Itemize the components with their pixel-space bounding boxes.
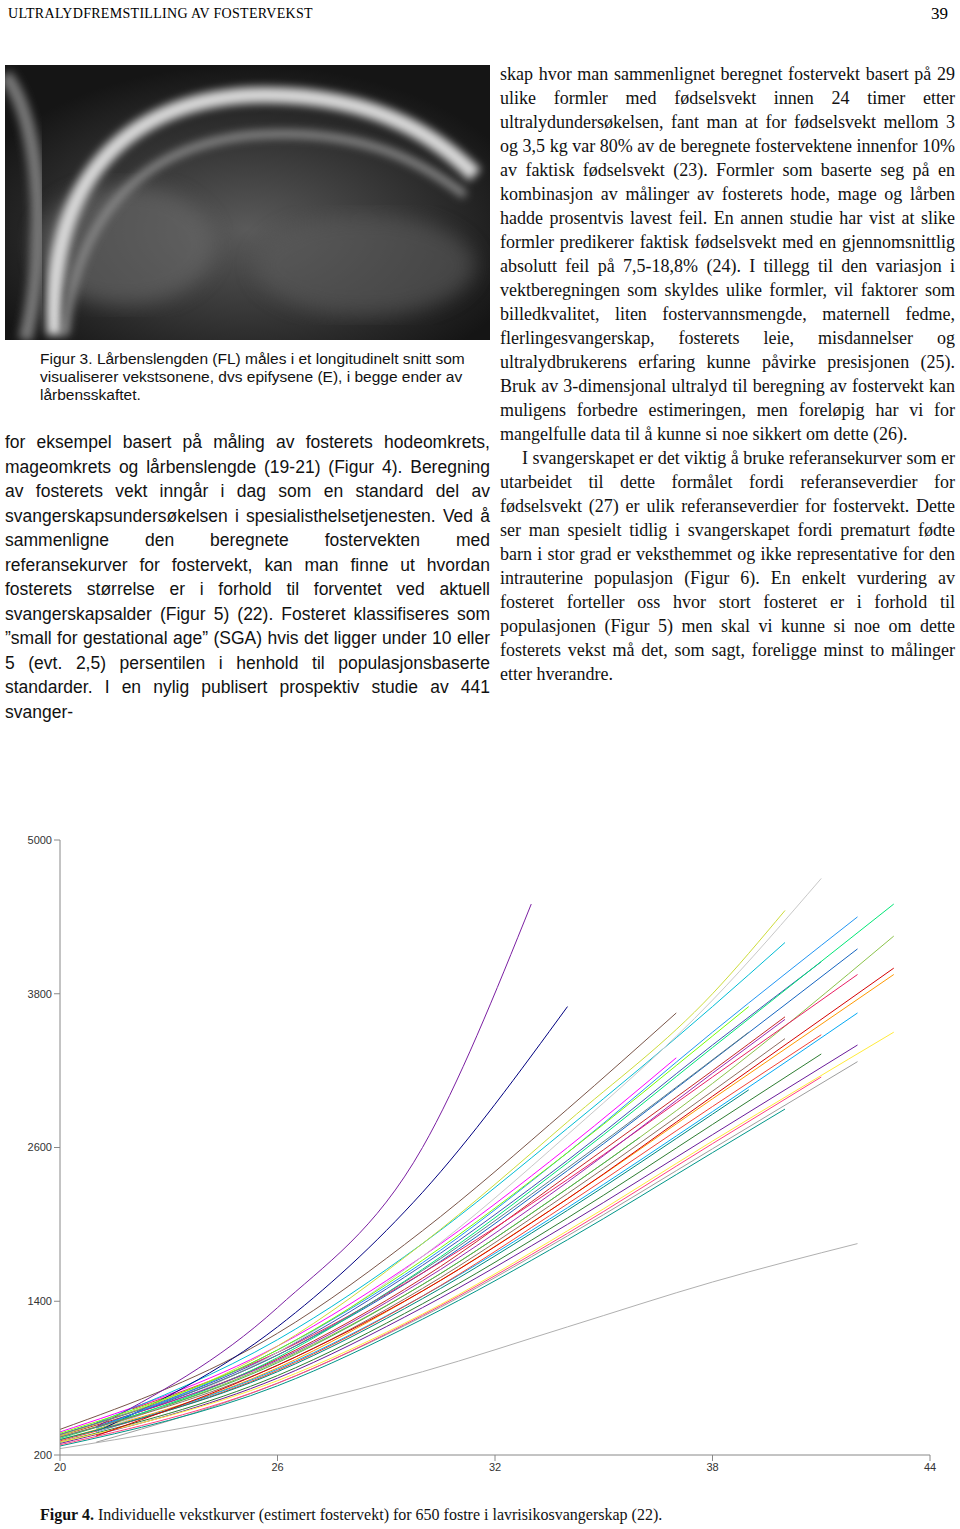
svg-text:44: 44 (924, 1461, 936, 1473)
svg-text:5000: 5000 (28, 834, 52, 846)
svg-text:26: 26 (271, 1461, 283, 1473)
svg-text:20: 20 (54, 1461, 66, 1473)
html-text:ULTRALYDFREMSTILLING AV FOSTER: ULTRALYDFREMSTILLING AV FOSTERVEKST (8, 6, 313, 21)
svg-text:2600: 2600 (28, 1141, 52, 1153)
svg-text:32: 32 (489, 1461, 501, 1473)
html-text:Figur 4. Individuelle vekstkur: Figur 4. Individuelle vekstkurver (estim… (40, 1506, 663, 1523)
html-text:Figur 3. Lårbenslengden (FL) m: Figur 3. Lårbenslengden (FL) måles i et … (40, 350, 465, 403)
svg-text:38: 38 (706, 1461, 718, 1473)
html-text:39: 39 (931, 4, 948, 23)
svg-text:1400: 1400 (28, 1295, 52, 1307)
html-text:I svangerskapet er det viktig: I svangerskapet er det viktig å bruke re… (500, 448, 955, 684)
svg-text:200: 200 (34, 1449, 52, 1461)
svg-text:3800: 3800 (28, 988, 52, 1000)
html-text:skap hvor man sammenlignet ber: skap hvor man sammenlignet beregnet fost… (500, 64, 955, 444)
html-text:for eksempel basert på måling: for eksempel basert på måling av fostere… (5, 432, 490, 722)
